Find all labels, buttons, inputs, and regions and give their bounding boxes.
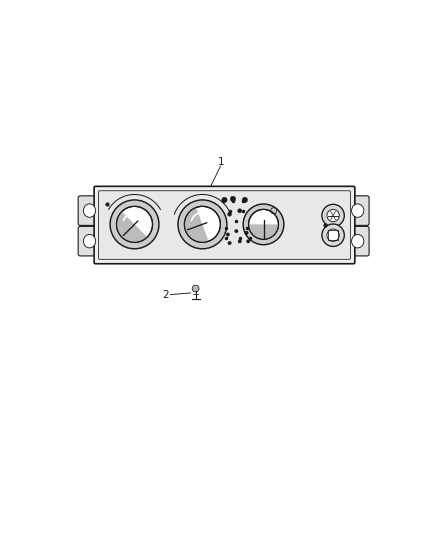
- Wedge shape: [249, 224, 279, 239]
- Circle shape: [242, 197, 247, 203]
- Ellipse shape: [83, 235, 95, 248]
- Circle shape: [238, 209, 242, 213]
- Circle shape: [327, 229, 339, 241]
- FancyBboxPatch shape: [78, 227, 101, 256]
- Circle shape: [110, 200, 159, 249]
- Circle shape: [184, 206, 220, 243]
- Ellipse shape: [352, 235, 364, 248]
- Circle shape: [243, 204, 284, 245]
- FancyBboxPatch shape: [94, 187, 355, 264]
- FancyBboxPatch shape: [346, 196, 369, 225]
- Circle shape: [178, 200, 227, 249]
- Circle shape: [238, 240, 241, 243]
- Wedge shape: [184, 207, 208, 243]
- FancyBboxPatch shape: [346, 227, 369, 256]
- Circle shape: [327, 209, 339, 222]
- FancyBboxPatch shape: [99, 191, 350, 260]
- Wedge shape: [117, 212, 147, 243]
- Circle shape: [117, 206, 152, 243]
- Circle shape: [235, 229, 238, 233]
- Circle shape: [192, 285, 199, 292]
- Circle shape: [249, 209, 279, 239]
- Circle shape: [226, 233, 230, 236]
- Circle shape: [230, 196, 236, 201]
- Ellipse shape: [83, 204, 95, 217]
- Circle shape: [322, 204, 344, 227]
- Ellipse shape: [352, 204, 364, 217]
- Text: 2: 2: [162, 289, 169, 300]
- Circle shape: [322, 224, 344, 246]
- Text: 1: 1: [218, 157, 224, 167]
- Circle shape: [222, 197, 227, 203]
- FancyBboxPatch shape: [78, 196, 101, 225]
- Circle shape: [227, 212, 232, 216]
- Circle shape: [245, 231, 248, 235]
- Circle shape: [247, 240, 250, 243]
- Bar: [328, 230, 338, 240]
- Circle shape: [228, 241, 231, 245]
